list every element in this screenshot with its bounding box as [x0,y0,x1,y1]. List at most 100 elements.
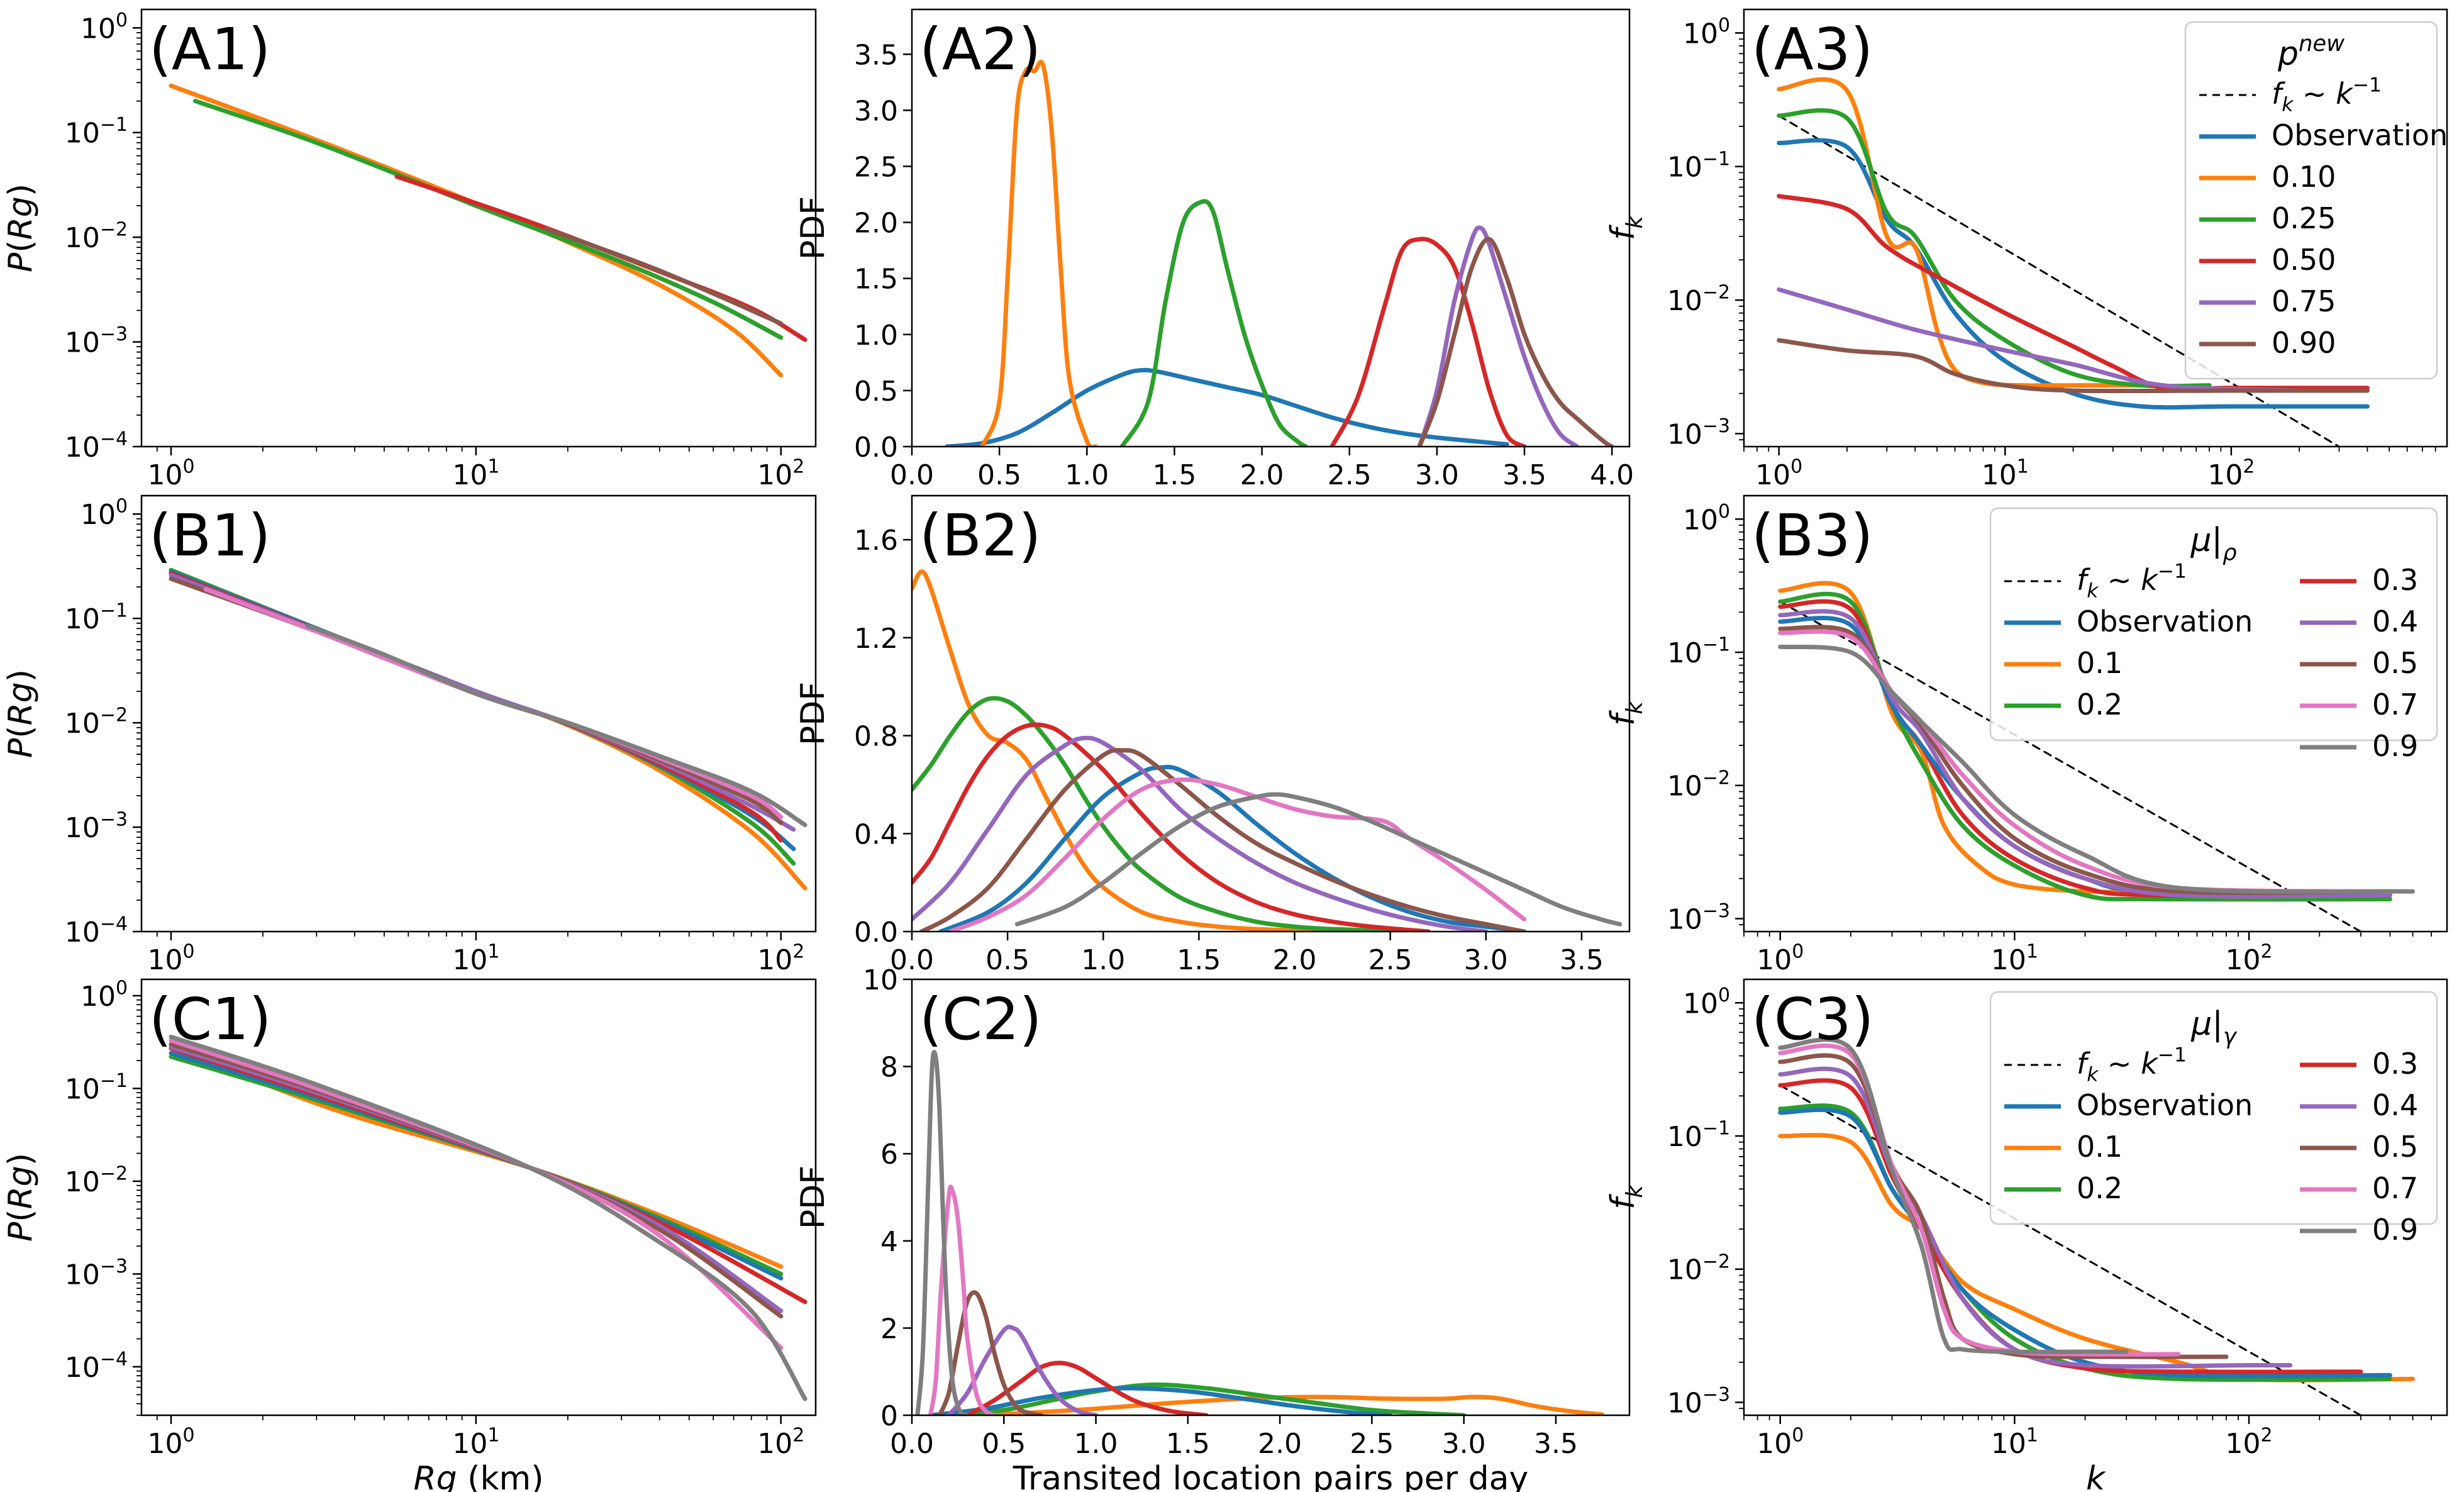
series-line-5 [1778,1066,2293,1369]
series-group [169,83,807,378]
y-tick-label: 3.5 [854,39,898,71]
panel-label: (C2) [919,986,1042,1053]
y-tick-label: 10−2 [1667,767,1730,802]
series-line-6 [169,1038,784,1350]
panel-label: (A1) [149,16,270,83]
series-line-6 [948,777,1527,932]
x-tick-label: 100 [1756,1425,1804,1460]
x-tick-label: 101 [452,456,499,491]
y-tick-label: 10−1 [65,600,128,635]
x-tick-label: 100 [147,456,194,491]
panel-b2: 0.0 0.5 1.0 1.5 2.0 2.5 3.0 3.5 0.0 0.4 0.8 1.2 1.6 (… [794,494,1631,976]
y-tick-label: 100 [1683,501,1730,536]
y-tick-label: 0.0 [854,431,898,464]
plot-frame [1743,8,2448,448]
y-tick-label: 10−3 [65,1255,128,1291]
y-tick-label: 10−2 [1667,282,1730,317]
y-axis-label: fk [1604,1184,1648,1210]
y-tick-label: 4 [880,1226,898,1258]
series-line-1 [192,99,784,340]
x-tick-label: 2.0 [1240,459,1284,491]
y-tick-label: 100 [80,9,128,45]
legend-entry: 0.10 [2272,160,2336,194]
x-tick-label: 0.5 [977,459,1021,491]
y-axis-label: PDF [794,196,832,260]
panel-label: (B2) [919,502,1041,569]
x-tick-label: 2.0 [1258,1428,1302,1460]
y-tick-label: 1.6 [854,525,898,557]
x-tick-label: 3.0 [1415,459,1459,491]
panel-a1: 100 101 102 10−4 10−3 10−2 10−1 100 (A1) P(Rg) [2,8,817,491]
y-axis-label: P(Rg) [2,1153,40,1242]
y-tick-label: 0.8 [854,721,898,753]
series-line-1 [979,59,1098,447]
legend-entry: 0.1 [2077,1130,2123,1164]
legend-entry: 0.9 [2372,1213,2418,1247]
legend-entry: 0.90 [2272,326,2336,360]
y-tick-label: 10−3 [1667,415,1730,450]
series-line-1 [912,696,1412,932]
y-tick-label: 1.0 [854,320,898,352]
x-axis-label: Rg (km) [413,1460,543,1492]
x-tick-label: 3.5 [1534,1428,1578,1460]
y-tick-label: 2.0 [854,208,898,240]
y-tick-label: 10−4 [65,1348,128,1383]
legend-entry: 0.25 [2272,201,2336,235]
y-tick-label: 10−1 [65,1070,128,1105]
legend-box [1989,507,2438,742]
legend-entry: 0.5 [2372,1130,2418,1164]
series-line-7 [1014,792,1623,927]
y-tick-label: 1.2 [854,623,898,655]
series-group [912,569,1623,932]
y-tick-label: 10−1 [1667,148,1730,183]
series-line-6 [1777,338,2370,394]
x-tick-label: 101 [1991,1425,2038,1460]
y-axis-label: P(Rg) [2,184,40,272]
y-tick-label: 10−2 [65,704,128,740]
x-tick-label: 2.5 [1328,459,1372,491]
y-axis-label: fk [1604,215,1648,240]
x-tick-label: 4.0 [1590,459,1634,491]
legend-title: pnew [2277,31,2345,73]
y-tick-label: 10−3 [65,323,128,359]
x-tick-label: 102 [2226,941,2273,976]
x-tick-label: 2.0 [1273,944,1317,976]
x-tick-label: 100 [1755,456,1802,491]
x-tick-label: 2.5 [1368,944,1412,976]
legend-entry: 0.4 [2372,604,2418,638]
x-tick-label: 1.5 [1177,944,1221,976]
y-tick-label: 10 [863,964,898,996]
panel-c3: 100 101 102 10−3 10−2 10−1 100 (C3) fk k μ|γfk ~ k… [1604,978,2448,1492]
series-group [169,1034,807,1401]
panel-label: (C3) [1751,986,1874,1053]
series-group [1777,77,2370,447]
legend-box [2184,21,2438,380]
x-tick-label: 101 [452,1425,499,1460]
x-tick-label: 0.0 [890,1428,934,1460]
y-tick-label: 1.5 [854,264,898,296]
series-line-7 [169,1034,807,1401]
y-axis-label: P(Rg) [2,669,40,758]
x-tick-label: 101 [1991,941,2038,976]
series-line-3 [965,1361,1209,1415]
series-line-2 [928,1386,1393,1415]
y-tick-label: 100 [1683,14,1730,50]
legend-entry: 0.2 [2077,1171,2123,1205]
x-axis-label: Transited location pairs per day [1013,1460,1529,1492]
legend-entry: 0.3 [2372,563,2418,597]
panel-label: (A2) [919,16,1041,83]
series-line-0 [169,567,807,891]
series-line-0 [945,367,1509,447]
series-line-5 [919,748,1527,932]
legend-entry: 0.50 [2272,243,2336,277]
series-line-7 [305,623,807,827]
panel-label: (B1) [149,502,270,569]
x-tick-label: 1.0 [1074,1428,1118,1460]
series-line-3 [544,226,784,326]
legend-entry: Observation [2077,604,2253,638]
